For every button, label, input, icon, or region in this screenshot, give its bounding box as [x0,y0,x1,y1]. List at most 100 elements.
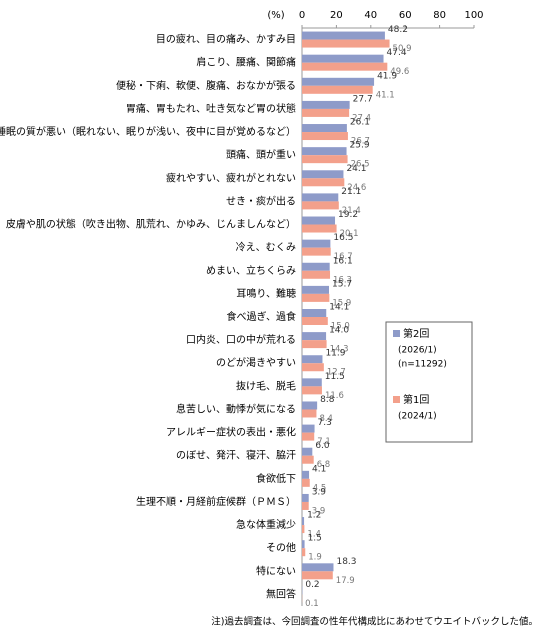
value-label: 19.2 [338,210,358,220]
value-label: 0.1 [305,599,319,609]
bar [302,540,305,549]
value-label: 4.1 [312,464,326,474]
category-label: 口内炎、口の中が荒れる [186,333,296,346]
bar [302,340,327,349]
bar [302,432,315,441]
category-label: 皮膚や肌の状態（吹き出物、肌荒れ、かゆみ、じんましんなど） [6,218,296,231]
bar [302,108,350,117]
value-label: 0.2 [305,580,319,590]
bar [302,409,317,418]
bar [302,455,314,464]
value-label: 1.4 [307,530,321,540]
bar [302,270,331,279]
bar [302,31,385,40]
value-label: 14.3 [330,345,349,355]
category-label: 急な体重減少 [236,518,296,531]
bar [302,470,310,479]
value-label: 7.3 [318,418,332,428]
bar [302,332,327,341]
category-label: 特にない [256,565,296,577]
bar [302,239,331,248]
value-label: 26.7 [351,137,370,147]
bar [302,378,322,387]
bar [302,517,305,526]
bar [302,493,309,502]
bar [302,571,333,580]
x-tick-label: 80 [433,10,446,21]
bar [302,317,328,325]
category-label: 肩こり、腰痛、関節痛 [196,56,296,69]
value-label: 6.0 [315,441,330,451]
value-label: 49.6 [390,67,409,77]
value-label: 14.0 [329,326,349,336]
bar [302,401,318,410]
value-label: 18.3 [336,557,356,567]
legend-label: 第1回 [403,393,429,406]
value-label: 27.4 [352,113,371,123]
category-label: のぼせ、発汗、寝汗、脇汗 [176,449,296,462]
x-tick-label: 60 [399,10,412,21]
category-label: 胃痛、胃もたれ、吐き気など胃の状態 [126,102,296,115]
category-label: その他 [266,541,296,554]
bar [302,85,373,94]
legend-swatch [393,330,400,337]
x-tick-label: 0 [299,10,305,21]
value-label: 16.1 [333,256,353,266]
bar [302,54,384,63]
category-label: 疲れやすい、疲れがとれない [166,171,296,184]
x-tick-label: 100 [464,10,483,21]
value-label: 8.8 [320,395,335,405]
value-label: 1.5 [308,534,322,544]
category-label: 耳鳴り、難聴 [236,287,296,300]
value-label: 25.9 [350,141,370,151]
bar [302,77,375,86]
value-label: 16.3 [333,275,352,285]
bar [302,193,339,202]
value-label: 3.9 [312,506,326,516]
bar [302,216,336,225]
category-label: 無回答 [266,587,296,600]
category-label: 頭痛、頭が重い [226,148,296,161]
category-label: 冷え、むくみ [236,241,296,254]
value-label: 26.1 [350,118,370,128]
category-label: 食べ過ぎ、過食 [227,310,297,323]
value-label: 41.1 [376,90,395,100]
bar [302,478,310,487]
category-label: 睡眠の質が悪い（眠れない、眠りが浅い、夜中に目が覚めるなど） [0,125,296,138]
bar [302,170,344,179]
bar [302,247,331,256]
x-tick-label: 40 [364,10,377,21]
bar [302,355,323,364]
bar [302,100,350,109]
bar [302,201,339,210]
value-label: 26.5 [351,160,370,170]
value-label: 4.5 [313,483,327,493]
value-label: 16.7 [334,252,353,262]
bar [302,39,390,48]
category-label: のどが渇きやすい [216,356,296,369]
value-label: 17.9 [336,576,355,586]
value-label: 16.5 [333,233,353,243]
value-label: 15.0 [331,322,350,332]
value-label: 41.9 [377,71,397,81]
bar [302,548,306,557]
x-tick-label: 20 [330,10,343,21]
value-label: 48.2 [388,25,408,35]
legend-swatch [393,396,400,403]
bar [302,501,309,510]
value-label: 8.4 [319,414,333,424]
value-label: 6.8 [317,460,331,470]
value-label: 24.6 [347,183,366,193]
category-label: 便秘・下痢、軟便、腹痛、おなかが張る [116,79,296,92]
bar [302,285,330,294]
value-label: 11.9 [325,349,345,359]
bar [302,62,388,71]
value-label: 3.9 [312,487,327,497]
value-label: 11.5 [325,372,345,382]
bar [302,132,348,141]
value-label: 11.6 [325,391,344,401]
value-label: 12.7 [327,368,346,378]
category-label: アレルギー症状の表出・悪化 [166,426,296,439]
